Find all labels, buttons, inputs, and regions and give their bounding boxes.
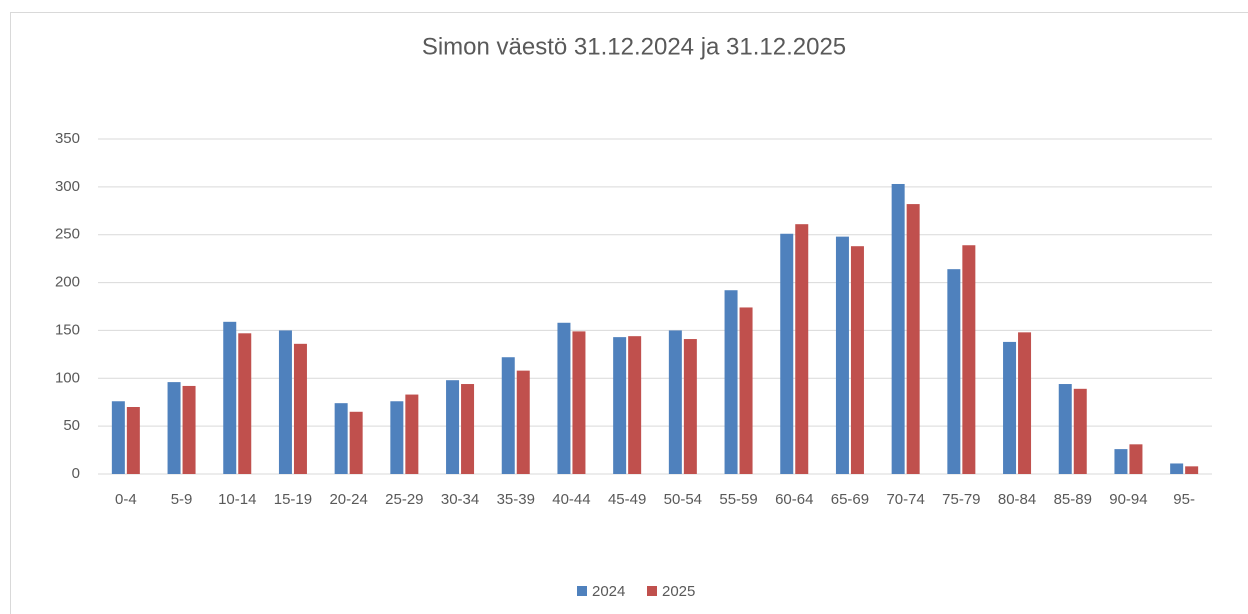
bar <box>1114 449 1128 474</box>
x-tick-label: 20-24 <box>329 491 367 508</box>
legend-swatch <box>577 586 587 596</box>
bar <box>1129 444 1143 474</box>
y-tick-label: 300 <box>55 178 80 195</box>
bar <box>349 411 363 474</box>
bar <box>557 322 571 474</box>
bar <box>501 357 515 474</box>
bar <box>572 331 586 474</box>
bar <box>334 403 348 474</box>
x-tick-label: 65-69 <box>831 491 869 508</box>
bar <box>390 401 404 474</box>
bar <box>238 333 252 474</box>
y-tick-label: 350 <box>55 130 80 147</box>
bar <box>835 236 849 474</box>
chart-title: Simon väestö 31.12.2024 ja 31.12.2025 <box>422 33 846 60</box>
x-tick-label: 90-94 <box>1109 491 1147 508</box>
bar <box>182 385 196 474</box>
bar <box>795 224 809 474</box>
bar <box>1058 384 1072 474</box>
bar <box>461 384 475 474</box>
bar <box>405 394 419 474</box>
legend-label: 2024 <box>592 583 625 600</box>
bar <box>446 380 460 474</box>
x-tick-label: 35-39 <box>497 491 535 508</box>
bar <box>739 307 753 474</box>
x-tick-label: 50-54 <box>664 491 702 508</box>
bar <box>126 407 140 474</box>
y-tick-label: 0 <box>72 465 80 482</box>
y-tick-label: 250 <box>55 226 80 243</box>
legend-swatch <box>647 586 657 596</box>
bar <box>628 336 642 474</box>
y-tick-label: 50 <box>63 417 80 434</box>
bar <box>111 401 125 474</box>
x-tick-label: 95- <box>1173 491 1195 508</box>
chart-border <box>10 12 1248 614</box>
bar <box>613 337 627 474</box>
x-tick-label: 5-9 <box>171 491 193 508</box>
x-tick-label: 80-84 <box>998 491 1036 508</box>
bar <box>962 245 976 474</box>
bar <box>683 339 697 474</box>
bar <box>780 233 794 474</box>
bar <box>293 343 307 474</box>
bar <box>1073 388 1087 474</box>
bar <box>223 321 237 474</box>
bar <box>1185 466 1199 474</box>
bar <box>1018 332 1032 474</box>
bar <box>668 330 682 474</box>
x-tick-label: 25-29 <box>385 491 423 508</box>
x-tick-label: 55-59 <box>719 491 757 508</box>
y-tick-label: 150 <box>55 321 80 338</box>
bar <box>850 246 864 474</box>
x-tick-label: 60-64 <box>775 491 813 508</box>
bar <box>516 370 530 474</box>
x-tick-label: 85-89 <box>1054 491 1092 508</box>
bar <box>278 330 292 474</box>
x-tick-label: 0-4 <box>115 491 137 508</box>
bar <box>947 269 961 474</box>
x-tick-label: 15-19 <box>274 491 312 508</box>
bar <box>1003 341 1017 474</box>
legend-label: 2025 <box>662 583 695 600</box>
x-tick-label: 10-14 <box>218 491 256 508</box>
x-tick-label: 45-49 <box>608 491 646 508</box>
bar <box>724 290 738 474</box>
bar <box>167 382 181 474</box>
bar <box>891 183 905 474</box>
bar <box>906 204 920 475</box>
x-tick-label: 70-74 <box>886 491 924 508</box>
x-tick-label: 40-44 <box>552 491 590 508</box>
x-tick-label: 30-34 <box>441 491 479 508</box>
x-tick-label: 75-79 <box>942 491 980 508</box>
bar <box>1170 463 1184 474</box>
y-tick-label: 100 <box>55 369 80 386</box>
y-tick-label: 200 <box>55 274 80 291</box>
